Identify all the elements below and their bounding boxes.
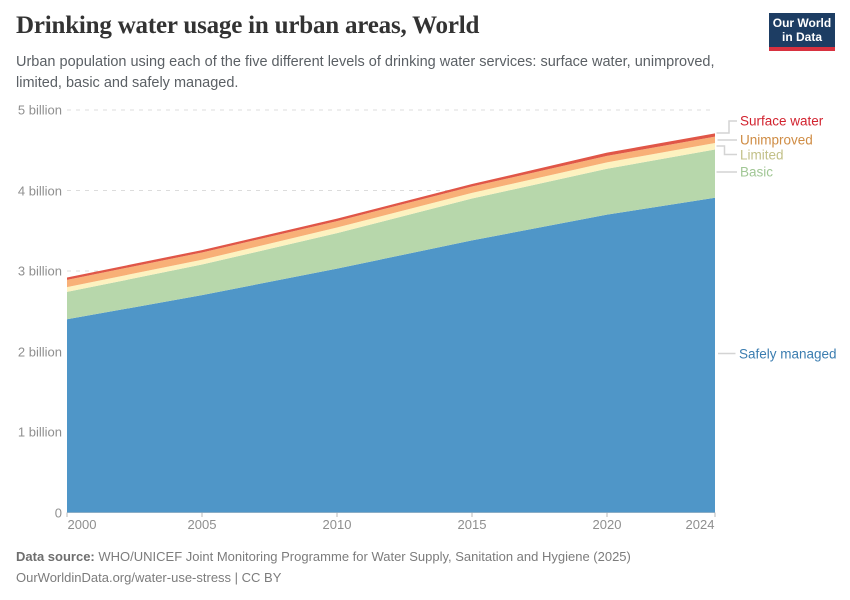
footer: Data source: WHO/UNICEF Joint Monitoring… — [16, 546, 631, 588]
x-tick-label: 2005 — [187, 517, 217, 532]
area-safely-managed[interactable] — [67, 197, 715, 513]
x-tick-label: 2010 — [322, 517, 352, 532]
legend-connector — [716, 120, 737, 134]
y-tick-label: 4 billion — [17, 183, 62, 198]
data-source-text: WHO/UNICEF Joint Monitoring Programme fo… — [98, 549, 631, 564]
legend-label-unimproved[interactable]: Unimproved — [740, 132, 813, 147]
owid-logo-red-bar — [769, 47, 835, 51]
chart-subtitle: Urban population using each of the five … — [16, 54, 715, 92]
owid-logo[interactable]: Our World in Data — [769, 13, 835, 51]
owid-logo-line1: Our World — [772, 15, 832, 30]
data-source-label: Data source: — [16, 549, 95, 564]
area-limited[interactable] — [67, 143, 715, 292]
legend-label-safely-managed[interactable]: Safely managed — [739, 346, 837, 361]
legend-label-surface-water[interactable]: Surface water — [740, 113, 824, 129]
legend-connector — [716, 145, 737, 156]
x-tick-label: 2015 — [457, 517, 487, 532]
legend-label-basic[interactable]: Basic — [740, 164, 774, 180]
y-tick-label: 3 billion — [17, 263, 62, 279]
y-tick-label: 5 billion — [17, 102, 62, 118]
area-basic[interactable] — [67, 149, 715, 320]
x-tick-label: 2020 — [592, 517, 622, 532]
x-tick-label: 2024 — [685, 517, 715, 532]
owid-logo-box: Our World in Data — [769, 13, 835, 47]
owid-logo-line2: in Data — [781, 30, 822, 44]
x-tick-label: 2000 — [67, 517, 97, 532]
page-title: Drinking water usage in urban areas, Wor… — [16, 12, 480, 39]
legend-label-limited[interactable]: Limited — [740, 147, 784, 162]
area-unimproved[interactable] — [67, 136, 715, 288]
y-tick-label: 2 billion — [17, 344, 62, 359]
citation-line: OurWorldinData.org/water-use-stress | CC… — [16, 570, 282, 586]
area-surface-water[interactable] — [67, 133, 715, 280]
data-source-line: Data source: WHO/UNICEF Joint Monitoring… — [16, 546, 631, 567]
y-tick-label: 1 billion — [17, 424, 62, 440]
y-tick-label: 0 — [54, 505, 62, 520]
